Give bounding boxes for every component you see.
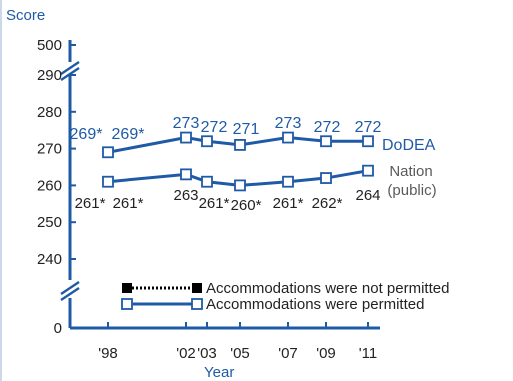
data-point-marker — [320, 135, 332, 148]
x-tick-label: '98 — [98, 345, 118, 362]
data-label: 269* — [70, 126, 103, 143]
data-label: 271 — [233, 121, 260, 138]
data-point-marker — [102, 175, 114, 188]
legend-item: Accommodations were permitted — [121, 296, 424, 313]
y-tick-label: 270 — [37, 141, 62, 158]
x-tick-label: '11 — [359, 345, 377, 362]
data-point-marker — [362, 135, 374, 148]
y-tick-label: 0 — [54, 320, 62, 337]
legend-marker-open — [191, 298, 203, 310]
x-axis-title: Year — [204, 364, 234, 381]
data-point-marker — [234, 179, 246, 192]
data-label: 273 — [173, 115, 200, 132]
legend-marker-open — [121, 298, 133, 310]
axis-break-mark — [60, 61, 80, 75]
y-tick-label: 250 — [37, 214, 62, 231]
y-axis-title: Score — [6, 7, 45, 24]
y-tick-label: 290 — [37, 67, 62, 84]
frame-edge — [0, 0, 2, 381]
data-point-marker — [234, 139, 246, 151]
x-tick-label: '09 — [316, 345, 336, 362]
data-point-marker — [201, 175, 213, 188]
data-point-marker — [201, 135, 213, 148]
data-point-marker — [102, 146, 114, 159]
data-label: 261* — [75, 195, 106, 212]
legend-item: Accommodations were not permitted — [122, 280, 449, 297]
legend-marker-filled — [122, 283, 132, 293]
legend-label: Accommodations were permitted — [206, 296, 424, 313]
data-label: 269* — [112, 126, 145, 143]
data-label: 273 — [275, 115, 302, 132]
data-label: 262* — [312, 195, 343, 212]
data-point-marker — [362, 164, 374, 177]
x-tick-label: '07 — [278, 345, 298, 362]
data-point-marker — [180, 131, 192, 144]
data-point-marker — [282, 131, 294, 144]
x-tick-label: '05 — [230, 345, 250, 362]
data-label: 260* — [231, 197, 262, 214]
data-label: 261* — [273, 195, 304, 212]
data-label: 261* — [199, 195, 230, 212]
y-tick-label: 280 — [37, 104, 62, 121]
y-tick-label: 500 — [37, 37, 62, 54]
series-name-label: DoDEA — [382, 137, 436, 154]
data-label: 272 — [201, 119, 228, 136]
y-tick-label: 260 — [37, 177, 62, 194]
data-label: 272 — [355, 119, 382, 136]
legend-marker-filled — [192, 283, 202, 293]
x-axis: '98 '02'03 '05 '07 '09 '11 — [70, 322, 380, 362]
data-point-marker — [180, 168, 192, 181]
series-nation: 261* 261* 263 261* 260* 261* 262* 264Nation(pub… — [75, 163, 437, 214]
series-name-label-line2: (public) — [387, 182, 436, 199]
y-tick-label: 240 — [37, 251, 62, 268]
data-point-marker — [282, 175, 294, 188]
data-label: 264 — [355, 187, 380, 204]
x-tick-label: '02 — [176, 345, 196, 362]
legend: Accommodations were not permittedAccommo… — [121, 280, 449, 313]
data-label: 263 — [173, 187, 198, 204]
y-axis: 500 290 280 270 260 250 240 0 — [37, 37, 80, 337]
data-label: 272 — [314, 119, 341, 136]
axis-break-mark — [60, 281, 80, 295]
legend-label: Accommodations were not permitted — [206, 280, 449, 297]
data-label: 261* — [113, 195, 144, 212]
axis-break-mark — [60, 287, 80, 301]
x-tick-label: '03 — [197, 345, 217, 362]
data-point-marker — [320, 172, 332, 184]
series-name-label: Nation — [389, 163, 432, 180]
